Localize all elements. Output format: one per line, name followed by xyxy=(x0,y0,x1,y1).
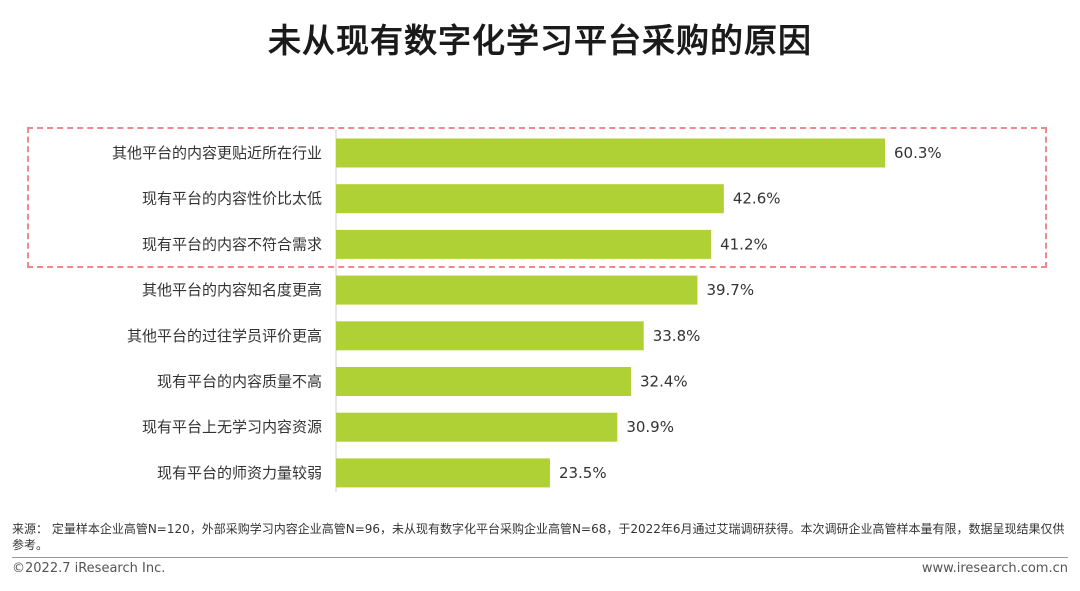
bar-2 xyxy=(336,229,712,259)
value-label-3: 39.7% xyxy=(706,281,754,299)
bar-5 xyxy=(336,367,631,396)
value-label-7: 23.5% xyxy=(559,464,607,482)
footer-divider xyxy=(12,557,1068,558)
source-note: 来源： 定量样本企业高管N=120，外部采购学习内容企业高管N=96，未从现有数… xyxy=(12,522,1065,552)
value-label-5: 32.4% xyxy=(640,373,688,391)
category-label-6: 现有平台上无学习内容资源 xyxy=(142,418,322,436)
category-label-2: 现有平台的内容不符合需求 xyxy=(142,235,322,253)
category-label-1: 现有平台的内容性价比太低 xyxy=(142,190,322,208)
value-label-6: 30.9% xyxy=(626,418,674,436)
value-label-1: 42.6% xyxy=(733,190,781,208)
copyright-text: ©2022.7 iResearch Inc. xyxy=(12,561,166,576)
bar-1 xyxy=(336,184,724,214)
highlight-box xyxy=(27,127,1047,268)
category-label-5: 现有平台的内容质量不高 xyxy=(157,373,322,391)
value-label-2: 41.2% xyxy=(720,235,768,253)
website-text: www.iresearch.com.cn xyxy=(921,561,1068,576)
bar-4 xyxy=(336,321,644,351)
bar-7 xyxy=(336,458,550,488)
bar-3 xyxy=(336,275,698,305)
category-label-7: 现有平台的师资力量较弱 xyxy=(157,464,322,482)
category-label-3: 其他平台的内容知名度更高 xyxy=(142,281,322,299)
bar-6 xyxy=(336,412,618,442)
value-label-4: 33.8% xyxy=(653,327,701,345)
value-label-0: 60.3% xyxy=(894,144,942,162)
category-label-0: 其他平台的内容更贴近所在行业 xyxy=(112,144,322,162)
category-label-4: 其他平台的过往学员评价更高 xyxy=(127,327,322,345)
chart-title: 未从现有数字化学习平台采购的原因 xyxy=(268,21,812,60)
bar-0 xyxy=(336,138,885,168)
